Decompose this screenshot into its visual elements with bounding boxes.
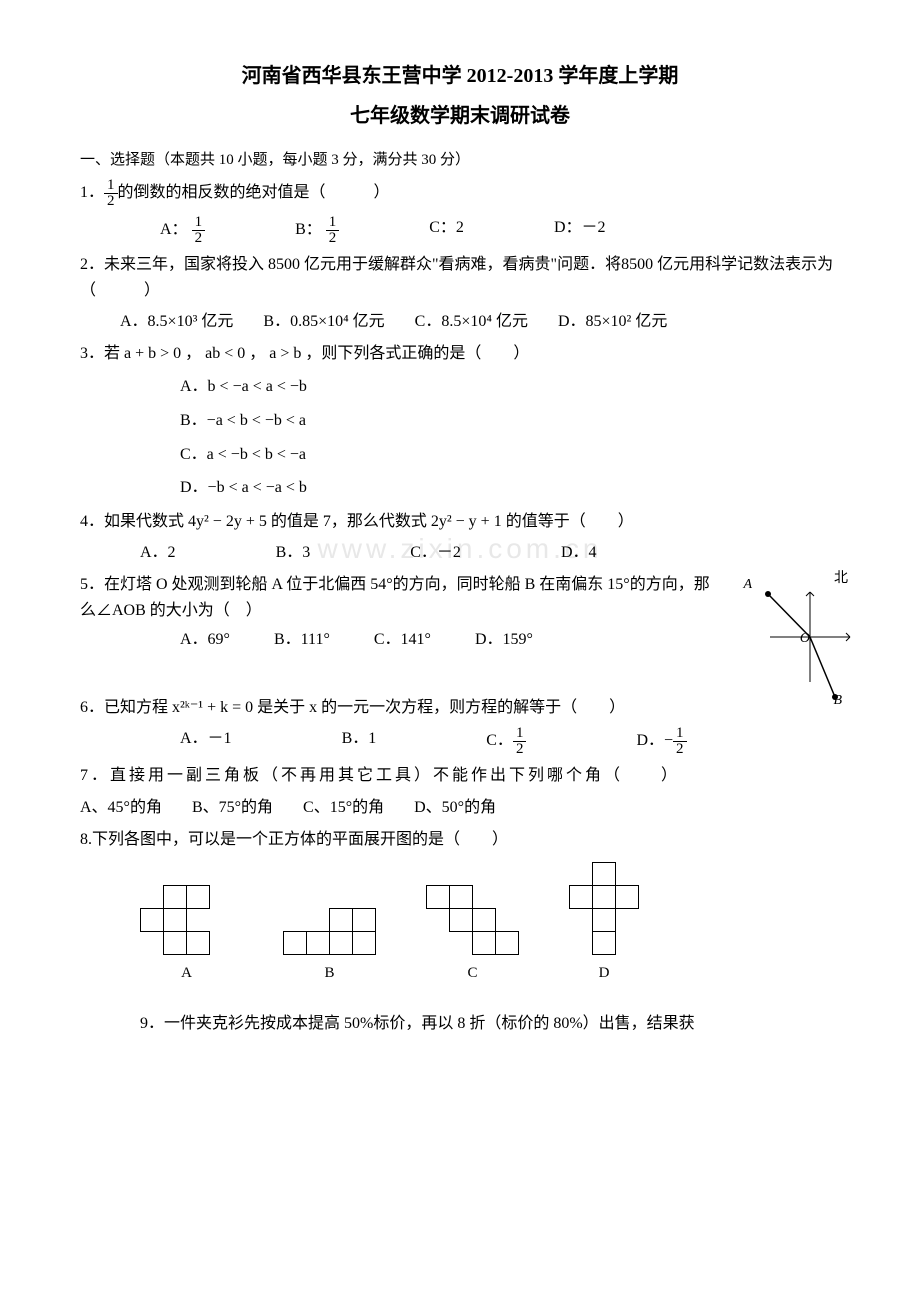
q4-stem: 4．如果代数式 4y² − 2y + 5 的值是 7，那么代数式 2y² − y… [80,513,634,530]
doc-title-line1: 河南省西华县东王营中学 2012-2013 学年度上学期 [80,60,840,92]
q4-opt-c: C．－2 [410,540,461,566]
q5-opt-b: B．111° [274,627,330,653]
q7-options: A、45°的角 B、75°的角 C、15°的角 D、50°的角 [80,795,840,821]
q4-opt-a: A．2 [140,540,176,566]
question-6: 6．已知方程 x²ᵏ⁻¹ + k = 0 是关于 x 的一元一次方程，则方程的解… [80,695,840,721]
q1-stem-pre: 1． [80,184,104,201]
question-7: 7．直接用一副三角板（不再用其它工具）不能作出下列哪个角（ ） [80,763,840,789]
q8-label-c: C [426,961,519,985]
q6-optD-d: 2 [673,742,687,757]
q2-opt-d: D．85×10² 亿元 [558,309,667,335]
q2-opt-c: C．8.5×10⁴ 亿元 [415,309,528,335]
question-8: 8.下列各图中，可以是一个正方体的平面展开图的是（ ） [80,827,840,853]
q3-opt-c: C．a < −b < b < −a [80,442,840,468]
compass-north-label: 北 [834,568,848,590]
q8-nets-row: A B C D [80,862,840,985]
q8-label-d: D [569,961,639,985]
q8-net-d: D [569,862,639,985]
q7-opt-c: C、15°的角 [303,795,384,821]
q5-stem: 5．在灯塔 O 处观测到轮船 A 位于北偏西 54°的方向，同时轮船 B 在南偏… [80,576,710,619]
q2-opt-b: B．0.85×10⁴ 亿元 [263,309,384,335]
q8-net-a: A [140,885,233,985]
q7-opt-d: D、50°的角 [414,795,496,821]
q1-frac-num: 1 [104,178,118,194]
q2-opt-a: A．8.5×10³ 亿元 [120,309,233,335]
q1-fraction: 12 [104,178,118,209]
q1-stem-post: 的倒数的相反数的绝对值是（ ） [118,184,390,201]
q4-opt-b: B．3 [276,540,311,566]
q6-opt-d: D．−12 [636,726,686,757]
compass-point-o: O [800,628,810,650]
q6-options: A．－1 B．1 C．12 D．−12 [80,726,840,757]
q6-optC-n: 1 [513,726,527,742]
question-1: 1．12的倒数的相反数的绝对值是（ ） [80,178,840,209]
q3-opt-a: A．b < −a < a < −b [80,374,840,400]
q8-label-b: B [283,961,376,985]
question-9: 9．一件夹克衫先按成本提高 50%标价，再以 8 折（标价的 80%）出售，结果… [80,1011,840,1037]
q8-net-c: C [426,885,519,985]
q4-opt-d: D．4 [561,540,597,566]
question-5: 5．在灯塔 O 处观测到轮船 A 位于北偏西 54°的方向，同时轮船 B 在南偏… [80,572,840,653]
q1-optA-label: A： [160,221,188,238]
q1-optB-d: 2 [326,231,340,246]
q6-opt-a: A．－1 [180,726,232,757]
q1-opt-b: B： 12 [295,215,339,246]
q1-opt-a: A： 12 [160,215,205,246]
q1-frac-den: 2 [104,194,118,209]
q6-optD-label: D．− [636,732,673,749]
q3-opt-b: B．−a < b < −b < a [80,408,840,434]
question-4: 4．如果代数式 4y² − 2y + 5 的值是 7，那么代数式 2y² − y… [80,509,840,535]
doc-title-line2: 七年级数学期末调研试卷 [80,100,840,132]
q4-options: A．2 B．3 C．－2 D．4 [80,540,840,566]
q6-optD-n: 1 [673,726,687,742]
q3-opt-d: D．−b < a < −a < b [80,475,840,501]
q5-opt-c: C．141° [374,627,431,653]
q5-opt-a: A．69° [180,627,230,653]
q1-optA-n: 1 [192,215,206,231]
q8-net-b: B [283,908,376,985]
q6-optC-d: 2 [513,742,527,757]
q5-options: A．69° B．111° C．141° D．159° [80,627,720,653]
question-3: 3．若 a + b > 0 ， ab < 0 ， a > b ，则下列各式正确的… [80,341,840,367]
q7-opt-a: A、45°的角 [80,795,162,821]
q1-opt-c: C：2 [429,215,464,246]
q1-optB-label: B： [295,221,322,238]
q1-optB-n: 1 [326,215,340,231]
q1-opt-d: D：－2 [554,215,606,246]
q6-opt-b: B．1 [342,726,377,757]
q6-opt-c: C．12 [486,726,526,757]
q2-options: A．8.5×10³ 亿元 B．0.85×10⁴ 亿元 C．8.5×10⁴ 亿元 … [80,309,840,335]
q8-label-a: A [140,961,233,985]
q6-optC-label: C． [486,732,513,749]
q1-options: A： 12 B： 12 C：2 D：－2 [80,215,840,246]
q1-optA-d: 2 [192,231,206,246]
q7-opt-b: B、75°的角 [192,795,273,821]
section-1-heading: 一、选择题（本题共 10 小题，每小题 3 分，满分共 30 分） [80,148,840,172]
compass-point-a: A [743,574,752,596]
question-2: 2．未来三年，国家将投入 8500 亿元用于缓解群众"看病难，看病贵"问题．将8… [80,252,840,303]
q5-opt-d: D．159° [475,627,533,653]
